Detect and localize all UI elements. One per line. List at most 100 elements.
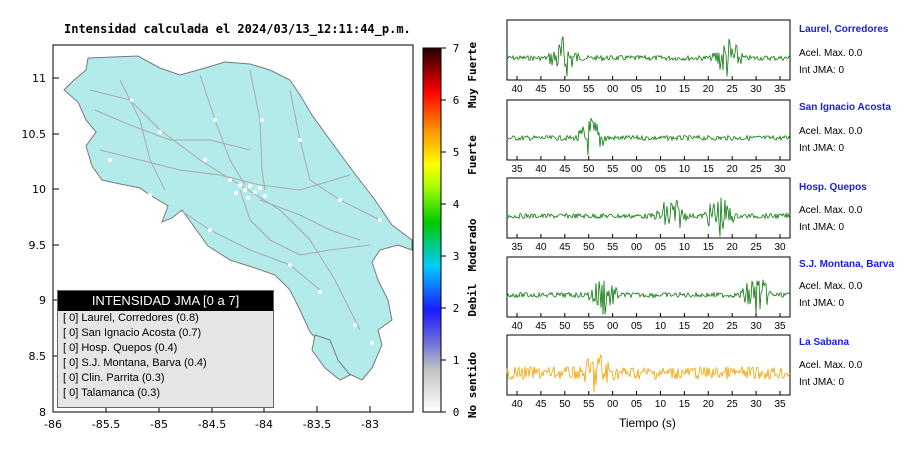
waveform-tick-label: 30 [751, 321, 763, 332]
waveform-tick-label: 05 [655, 242, 667, 253]
colorbar-tick-label: 5 [453, 146, 460, 159]
waveform-tick-label: 25 [727, 84, 739, 95]
waveform-tick-label: 45 [535, 321, 547, 332]
waveform-tick-label: 50 [559, 84, 571, 95]
waveform-tick-label: 55 [583, 321, 595, 332]
waveform-trace [506, 279, 791, 316]
waveform-tick-label: 45 [535, 84, 547, 95]
colorbar-tick-label: 0 [453, 406, 460, 419]
colorbar-tick-label: 1 [453, 354, 460, 367]
intensity-legend: INTENSIDAD JMA [0 a 7] [ 0] Laurel, Corr… [57, 290, 274, 408]
colorbar-tick-label: 7 [453, 42, 460, 55]
waveform-tick-label: 25 [727, 321, 739, 332]
map-y-tick-label: 10 [32, 183, 46, 196]
waveform-tick-label: 40 [511, 84, 523, 95]
station-dots [108, 98, 382, 345]
legend-row: [ 0] Laurel, Corredores (0.8) [63, 312, 199, 324]
waveform-tick-label: 25 [751, 164, 763, 175]
map-title: Intensidad calculada el 2024/03/13_12:11… [64, 22, 411, 36]
waveform-tick-label: 15 [703, 242, 715, 253]
waveform-tick-label: 30 [774, 164, 786, 175]
waveform-tick-label: 45 [535, 399, 547, 410]
waveform-tick-label: 15 [679, 321, 691, 332]
waveform-panel: 40 45 50 55 00 05 10 15 20 25 30 35 [506, 19, 791, 95]
station-accel: Acel. Max. 0.0 [799, 360, 863, 371]
map-x-tick-label: -83 [361, 418, 379, 431]
colorbar-tick-label: 3 [453, 250, 460, 263]
waveform-tick-label: 25 [751, 242, 763, 253]
waveform-tick-label: 00 [607, 321, 619, 332]
waveform-tick-label: 45 [559, 242, 571, 253]
station-name: La Sabana [799, 337, 850, 348]
waveform-tick-label: 50 [583, 164, 595, 175]
waveform-trace [506, 354, 791, 393]
waveform-tick-label: 40 [511, 321, 523, 332]
waveform-trace [506, 197, 791, 237]
waveform-tick-label: 40 [511, 399, 523, 410]
road-network [89, 69, 381, 331]
colorbar-tick-label: 6 [453, 94, 460, 107]
waveform-tick-label: 55 [583, 399, 595, 410]
waveform-tick-label: 00 [607, 399, 619, 410]
station-intensity: Int JMA: 0 [799, 222, 845, 233]
waveform-tick-label: 55 [607, 242, 619, 253]
legend-row: [ 0] San Ignacio Acosta (0.7) [63, 327, 202, 339]
waveform-frame [506, 19, 791, 81]
legend-row: [ 0] Hosp. Quepos (0.4) [63, 342, 178, 354]
waveform-tick-label: 00 [631, 242, 643, 253]
waveform-tick-label: 10 [679, 164, 691, 175]
map-y-tick-label: 11 [32, 72, 46, 85]
waveform-panels: 40 45 50 55 00 05 10 15 20 25 30 35 35 40 45 50 55 00 05 10… [506, 19, 791, 410]
waveform-tick-label: 45 [559, 164, 571, 175]
waveform-tick-label: 35 [511, 242, 523, 253]
legend-row: [ 0] S.J. Montana, Barva (0.4) [63, 357, 207, 369]
waveform-tick-label: 40 [535, 242, 547, 253]
station-name: Hosp. Quepos [799, 182, 867, 193]
waveform-tick-label: 35 [511, 164, 523, 175]
waveform-tick-label: 30 [751, 399, 763, 410]
waveform-tick-label: 50 [583, 242, 595, 253]
waveform-tick-label: 55 [607, 164, 619, 175]
waveform-tick-label: 55 [583, 84, 595, 95]
waveform-tick-label: 35 [774, 321, 786, 332]
station-name: Laurel, Corredores [799, 24, 889, 35]
station-accel: Acel. Max. 0.0 [799, 48, 863, 59]
waveform-frame [506, 256, 791, 318]
waveform-panel: 35 40 45 50 55 00 05 10 15 20 25 30 [506, 99, 791, 175]
station-accel: Acel. Max. 0.0 [799, 126, 863, 137]
waveform-tick-label: 15 [679, 84, 691, 95]
station-intensity: Int JMA: 0 [799, 377, 845, 388]
waveform-tick-label: 20 [703, 321, 715, 332]
map-axes: -86 -85.5 -85 -84.5 -84 -83.5 -83 11 10.5 10 9.5 9 8… [22, 72, 379, 431]
waveform-frame [506, 334, 791, 396]
map-y-tick-label: 10.5 [22, 128, 47, 141]
waveform-frame [506, 177, 791, 239]
map-y-tick-label: 9.5 [29, 239, 47, 252]
colorbar-category-label: Moderado [466, 218, 479, 271]
waveform-panel: 40 45 50 55 00 05 10 15 20 25 30 35 [506, 256, 791, 332]
waveform-tick-label: 05 [655, 164, 667, 175]
colorbar [422, 47, 442, 413]
waveform-tick-label: 10 [655, 399, 667, 410]
waveform-tick-label: 05 [631, 399, 643, 410]
waveform-tick-label: 35 [774, 399, 786, 410]
waveform-tick-label: 40 [535, 164, 547, 175]
station-intensity: Int JMA: 0 [799, 298, 845, 309]
colorbar-axes: 0 1 2 3 4 5 6 7 No sentido Debil Moderado Fuerte Muy… [441, 42, 479, 419]
station-accel: Acel. Max. 0.0 [799, 205, 863, 216]
map-y-tick-label: 8 [39, 406, 46, 419]
legend-header: INTENSIDAD JMA [0 a 7] [58, 291, 273, 311]
waveform-tick-label: 15 [679, 399, 691, 410]
waveform-panel: 40 45 50 55 00 05 10 15 20 25 30 35 [506, 334, 791, 410]
waveform-tick-label: 50 [559, 321, 571, 332]
legend-row: [ 0] Clin. Parrita (0.3) [63, 372, 165, 384]
map-x-tick-label: -84.5 [198, 418, 226, 431]
station-intensity: Int JMA: 0 [799, 65, 845, 76]
map-x-tick-label: -83.5 [303, 418, 331, 431]
waveform-tick-label: 00 [631, 164, 643, 175]
waveform-frame [506, 99, 791, 161]
waveform-tick-label: 10 [679, 242, 691, 253]
waveform-tick-label: 20 [727, 164, 739, 175]
waveform-tick-label: 30 [751, 84, 763, 95]
map-x-tick-label: -85 [150, 418, 168, 431]
